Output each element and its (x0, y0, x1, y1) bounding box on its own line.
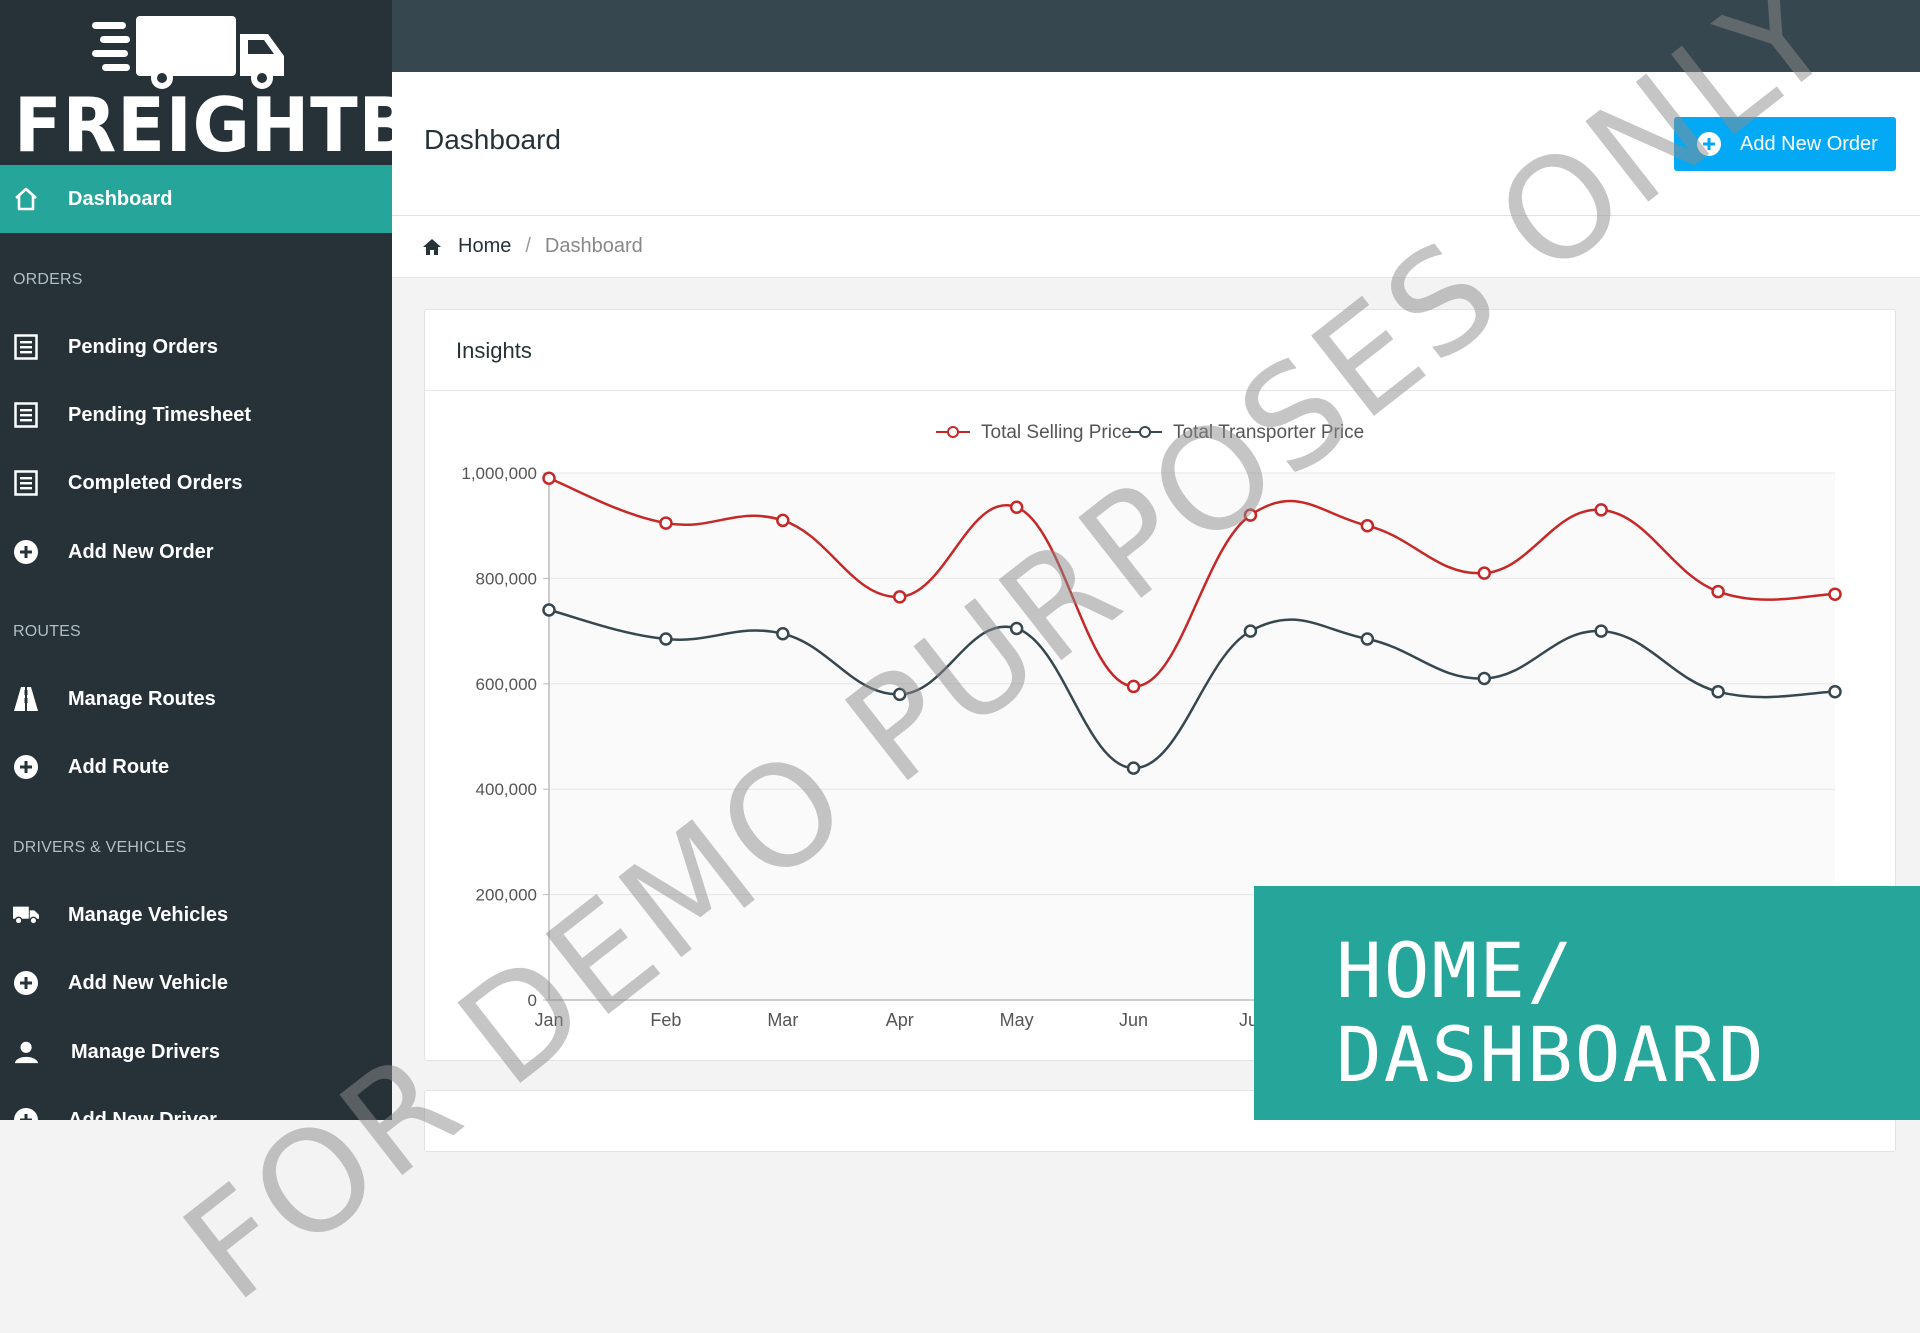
section-overlay-label: HOME/ DASHBOARD (1254, 886, 1920, 1120)
x-tick-label: May (1000, 1010, 1034, 1030)
data-point (542, 603, 556, 617)
home-icon (13, 186, 39, 212)
sidebar-item-add-new-order[interactable]: Add New Order (0, 518, 392, 586)
sidebar-item-manage-vehicles[interactable]: Manage Vehicles (0, 881, 392, 949)
data-point (892, 590, 907, 604)
data-point (1360, 518, 1375, 533)
y-tick-label: 0 (528, 991, 537, 1010)
add-new-order-button[interactable]: Add New Order (1674, 117, 1896, 171)
page-title: Dashboard (424, 124, 561, 155)
sidebar-item-add-new-vehicle[interactable]: Add New Vehicle (0, 949, 392, 1017)
x-tick-label: Mar (767, 1010, 798, 1030)
sidebar-item-label: Pending Orders (68, 335, 219, 358)
breadcrumb: Home / Dashboard (392, 216, 1920, 278)
breadcrumb-separator: / (525, 235, 531, 257)
data-point (659, 516, 673, 530)
legend-swatch-marker (1139, 426, 1151, 438)
add-new-order-label: Add New Order (1740, 132, 1878, 155)
breadcrumb-home-link[interactable]: Home (458, 235, 512, 257)
breadcrumb-current: Dashboard (544, 235, 643, 257)
list-icon (13, 470, 39, 496)
brand-name: FREIGHTBILL (14, 81, 392, 169)
sidebar-item-label: Dashboard (68, 187, 173, 210)
x-tick-label: Jun (1119, 1010, 1148, 1030)
overlay-line-2: DASHBOARD (1336, 1010, 1766, 1099)
section-title-orders: ORDERS (13, 271, 83, 288)
sidebar: FREIGHTBILL Dashboard ORDERS Pending Ord… (0, 0, 392, 1120)
truck-icon (13, 902, 39, 928)
sidebar-item-label: Add Route (68, 755, 170, 778)
data-point (1711, 684, 1725, 699)
sidebar-item-label: Completed Orders (68, 471, 243, 494)
y-tick-label: 600,000 (476, 675, 537, 694)
sidebar-item-pending-orders[interactable]: Pending Orders (0, 313, 392, 381)
data-point (1477, 671, 1492, 686)
section-title-drivers-vehicles: DRIVERS & VEHICLES (13, 839, 187, 856)
data-point (1594, 503, 1608, 517)
data-point (1009, 621, 1024, 636)
data-point (776, 626, 790, 641)
data-point (1243, 624, 1258, 638)
list-icon (13, 402, 39, 428)
data-point (1126, 761, 1141, 775)
data-point (1360, 632, 1375, 646)
sidebar-item-completed-orders[interactable]: Completed Orders (0, 449, 392, 517)
overlay-line-1: HOME/ (1336, 926, 1575, 1015)
sidebar-item-pending-timesheet[interactable]: Pending Timesheet (0, 381, 392, 449)
sidebar-item-label: Manage Vehicles (68, 903, 229, 926)
data-point (542, 471, 556, 486)
plus-circle-icon (1696, 131, 1722, 157)
data-point (1828, 684, 1842, 699)
legend-swatch-marker (947, 426, 959, 438)
list-icon (13, 334, 39, 360)
sidebar-item-label: Add New Vehicle (68, 971, 229, 994)
sidebar-item-add-new-driver[interactable]: Add New Driver (0, 1086, 392, 1120)
x-tick-label: Feb (650, 1010, 681, 1030)
plus-circle-icon (13, 754, 39, 780)
data-point (659, 632, 673, 646)
legend-label: Total Transporter Price (1173, 422, 1364, 443)
plus-circle-icon (13, 970, 39, 996)
sidebar-item-dashboard[interactable]: Dashboard (0, 165, 392, 233)
sidebar-item-label: Add New Order (68, 540, 214, 563)
road-icon (13, 686, 39, 712)
insights-card: Insights 0 200,000 400,000 600,000 800,000 1,… (424, 309, 1896, 1061)
plus-circle-icon (13, 1107, 39, 1120)
plus-circle-icon (13, 539, 39, 565)
legend-label: Total Selling Price (981, 422, 1132, 443)
insights-title: Insights (456, 338, 532, 363)
truck-logo-icon (92, 16, 284, 89)
y-tick-label: 800,000 (476, 569, 537, 588)
x-tick-label: Jan (534, 1010, 563, 1030)
sidebar-item-label: Manage Drivers (71, 1040, 220, 1063)
data-point (1711, 584, 1725, 599)
user-icon (14, 1039, 40, 1065)
y-tick-label: 1,000,000 (461, 464, 537, 483)
sidebar-item-manage-routes[interactable]: Manage Routes (0, 665, 392, 733)
y-tick-label: 400,000 (476, 780, 537, 799)
page-header: Dashboard Add New Order (392, 72, 1920, 216)
card-header: Insights (425, 310, 1895, 391)
data-point (892, 687, 907, 702)
data-point (776, 513, 790, 528)
sidebar-item-add-route[interactable]: Add Route (0, 733, 392, 801)
data-point (1243, 508, 1258, 522)
sidebar-item-manage-drivers[interactable]: Manage Drivers (0, 1018, 392, 1086)
x-tick-label: Apr (886, 1010, 914, 1030)
data-point (1477, 566, 1492, 580)
data-point (1126, 679, 1141, 694)
data-point (1828, 587, 1842, 601)
sidebar-item-label: Pending Timesheet (68, 403, 252, 426)
home-icon (422, 238, 442, 256)
sidebar-item-label: Add New Driver (68, 1108, 217, 1121)
section-title-routes: ROUTES (13, 623, 81, 640)
logo[interactable]: FREIGHTBILL (0, 0, 392, 165)
top-bar (392, 0, 1920, 72)
sidebar-item-label: Manage Routes (68, 687, 216, 710)
data-point (1009, 500, 1024, 515)
y-tick-label: 200,000 (476, 886, 537, 905)
data-point (1594, 624, 1608, 638)
